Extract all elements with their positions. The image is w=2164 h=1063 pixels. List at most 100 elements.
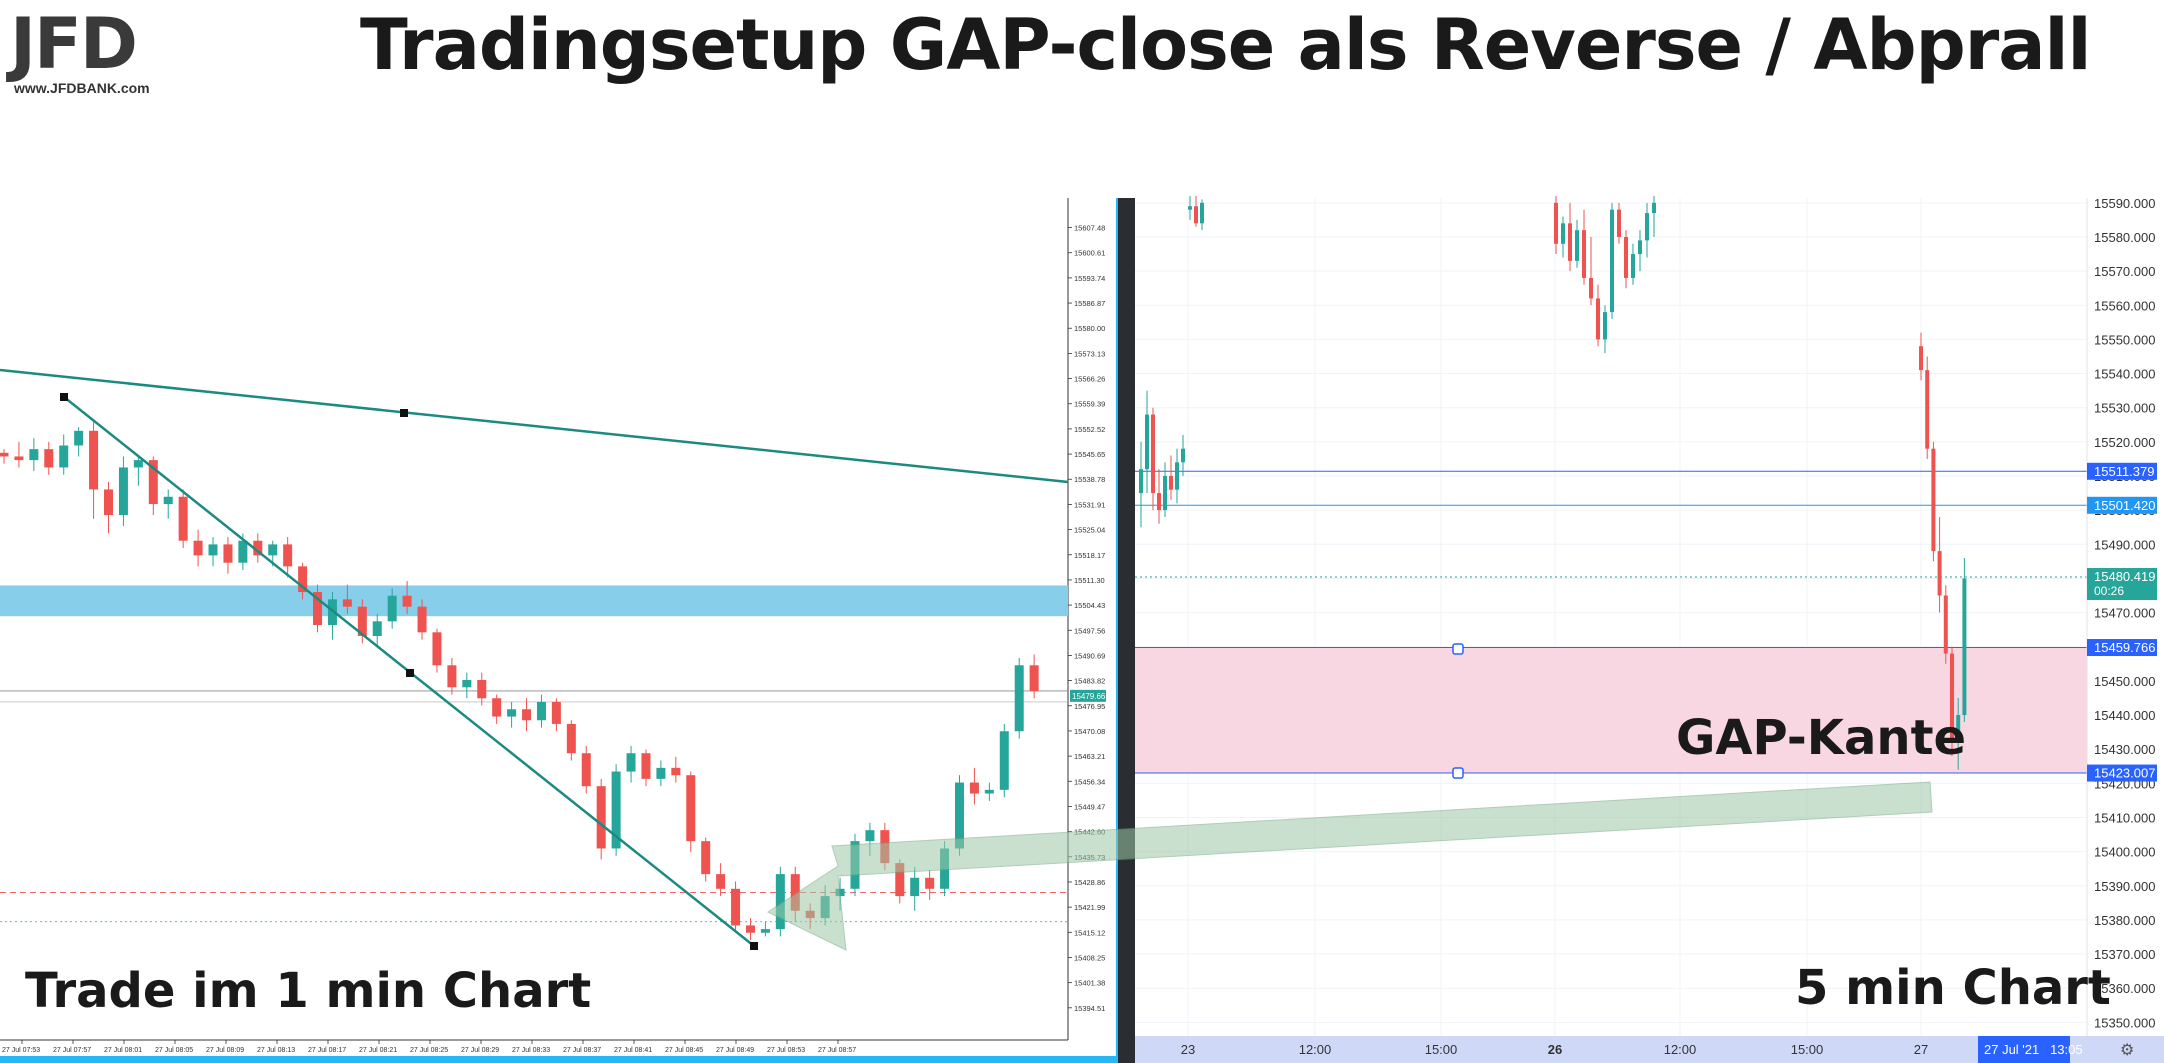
candle-body (1139, 469, 1143, 494)
candle-body (313, 592, 323, 625)
candle-5min (1145, 390, 1149, 494)
x-tick-label-1min: 27 Jul 08:25 (410, 1047, 448, 1054)
candle-body (417, 606, 427, 633)
candle-body (656, 767, 666, 779)
candle-body (148, 460, 158, 505)
x-tick-label-1min: 27 Jul 08:09 (206, 1047, 244, 1054)
candle-body (133, 460, 143, 468)
candle-5min (1151, 407, 1155, 511)
level-badge-label-5min: 15511.379 (2094, 464, 2155, 479)
x-tick-label-1min: 27 Jul 08:37 (563, 1047, 601, 1054)
zone-handle-bottom[interactable] (1452, 767, 1464, 779)
candle-body (910, 877, 920, 897)
candle-body (775, 874, 785, 930)
y-tick-label-1min: 15456.34 (1074, 777, 1105, 786)
candle-5min (1139, 441, 1143, 528)
candle-1min (342, 584, 352, 614)
level-badge-label-5min: 15501.420 (2094, 498, 2155, 513)
candle-1min (118, 456, 128, 527)
candle-1min (731, 881, 741, 933)
y-tick-label-5min: 15470.000 (2094, 606, 2155, 621)
candle-1min (193, 529, 203, 567)
candle-5min (1931, 441, 1936, 562)
candle-5min (1575, 219, 1579, 268)
candle-body (731, 888, 741, 926)
y-tick-label-1min: 15449.47 (1074, 802, 1105, 811)
candle-1min (745, 918, 755, 941)
candle-body (1925, 370, 1930, 449)
candle-body (223, 544, 233, 563)
y-tick-label-1min: 15408.25 (1074, 953, 1105, 962)
settings-gear-icon[interactable]: ⚙ (2120, 1040, 2134, 1059)
y-tick-label-5min: 15580.000 (2094, 230, 2155, 245)
chart-1min-plot-area (0, 198, 1070, 1043)
candle-body (59, 445, 69, 468)
y-tick-label-1min: 15470.08 (1074, 727, 1105, 736)
candle-5min (1610, 202, 1614, 319)
y-tick-label-5min: 15430.000 (2094, 742, 2155, 757)
candle-body (954, 782, 964, 849)
candle-body (447, 665, 457, 688)
candle-1min (298, 562, 308, 600)
candle-1min (29, 438, 39, 472)
candle-1min (357, 599, 367, 644)
caption-1min: Trade im 1 min Chart (25, 963, 591, 1019)
y-tick-label-1min: 15593.74 (1074, 274, 1105, 283)
candle-body (596, 786, 606, 849)
x-tick-label-1min: 27 Jul 08:41 (614, 1047, 652, 1054)
y-tick-label-1min: 15538.78 (1074, 475, 1105, 484)
y-tick-label-1min: 15552.52 (1074, 425, 1105, 434)
candle-1min (417, 599, 427, 640)
candle-5min (1181, 435, 1185, 476)
candle-body (118, 467, 128, 516)
candle-1min (148, 456, 158, 516)
candle-1min (566, 720, 576, 761)
candle-1min (716, 863, 726, 897)
candle-1min (432, 628, 442, 673)
x-tick-label-1min: 27 Jul 08:05 (155, 1047, 193, 1054)
chart-1min: 15607.48 15600.61 15593.74 15586.87 15580.00… (0, 198, 1118, 1063)
candle-body (745, 925, 755, 933)
x-tick-label-1min: 27 Jul 08:33 (512, 1047, 550, 1054)
y-tick-label-5min: 15410.000 (2094, 810, 2155, 825)
level-badge-5min (2087, 496, 2157, 514)
y-tick-label-1min: 15483.82 (1074, 677, 1105, 686)
candle-body (701, 841, 711, 875)
candle-body (1163, 476, 1167, 511)
y-tick-label-1min: 15559.39 (1074, 400, 1105, 409)
candle-1min (925, 870, 935, 900)
candle-5min (1652, 196, 1656, 237)
candle-body (671, 767, 681, 776)
candle-body (969, 782, 979, 794)
level-badge-sub-5min: 00:26 (2094, 584, 2124, 598)
y-tick-label-1min: 15573.13 (1074, 349, 1105, 358)
y-tick-label-1min: 15428.86 (1074, 878, 1105, 887)
candle-1min (492, 694, 502, 724)
candle-body (1919, 346, 1923, 371)
y-tick-label-1min: 15511.30 (1074, 576, 1105, 585)
jfd-logo: JFD www.JFDBANK.com (10, 8, 170, 98)
candle-1min (208, 537, 218, 567)
y-tick-label-1min: 15545.65 (1074, 450, 1105, 459)
candle-body (581, 753, 591, 787)
trendline-upper (0, 368, 1069, 484)
candle-body (1617, 209, 1621, 237)
x-tick-label-5min: 12:00 (1299, 1042, 1332, 1057)
candle-body (283, 544, 293, 567)
candle-1min (387, 588, 397, 629)
x-tick-label-1min: 27 Jul 08:13 (257, 1047, 295, 1054)
candle-body (1194, 206, 1198, 224)
candle-1min (596, 778, 606, 860)
candle-1min (581, 745, 591, 794)
candle-1min (522, 698, 532, 732)
candle-1min (372, 614, 382, 647)
logo-url: www.JFDBANK.com (14, 80, 150, 96)
candle-5min (1962, 557, 1967, 722)
candle-1min (283, 537, 293, 578)
candle-body (865, 830, 875, 842)
zone-handle-top[interactable] (1452, 643, 1464, 655)
x-tick-label-5min: 27 (1914, 1042, 1928, 1057)
candle-body (1624, 236, 1628, 278)
level-badge-5min (2087, 568, 2157, 601)
candle-1min (0, 449, 9, 464)
